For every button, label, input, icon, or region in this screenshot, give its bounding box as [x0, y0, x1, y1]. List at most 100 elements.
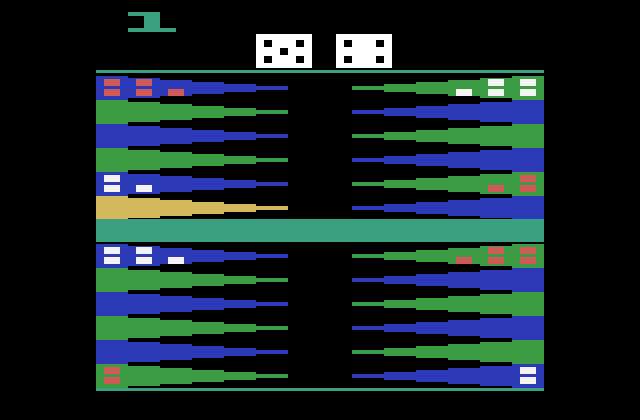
white-checker[interactable]: [104, 257, 120, 264]
point-segment: [256, 254, 288, 258]
point-row-top-6[interactable]: [96, 196, 544, 220]
point-segment: [416, 106, 448, 118]
red-checker[interactable]: [456, 257, 472, 264]
die-pip: [280, 48, 288, 55]
point-segment: [416, 82, 448, 94]
die-pip: [344, 56, 352, 63]
point-row-bottom-4[interactable]: [96, 316, 544, 340]
red-checker[interactable]: [168, 89, 184, 96]
point-segment: [384, 204, 416, 212]
point-segment: [512, 316, 544, 340]
die-pip: [344, 40, 352, 47]
point-row-top-2[interactable]: [96, 100, 544, 124]
white-checker[interactable]: [520, 367, 536, 374]
point-segment: [416, 202, 448, 214]
point-segment: [96, 268, 128, 292]
point-row-bottom-5[interactable]: [96, 340, 544, 364]
red-checker[interactable]: [104, 367, 120, 374]
point-row-top-1[interactable]: [96, 76, 544, 100]
point-segment: [160, 200, 192, 216]
red-checker[interactable]: [520, 247, 536, 254]
point-segment: [448, 320, 480, 336]
point-row-bottom-6[interactable]: [96, 364, 544, 388]
point-segment: [160, 296, 192, 312]
die-pip: [264, 40, 272, 47]
point-segment: [512, 124, 544, 148]
white-checker[interactable]: [104, 175, 120, 182]
point-row-bottom-2[interactable]: [96, 268, 544, 292]
white-checker[interactable]: [488, 89, 504, 96]
point-segment: [480, 318, 512, 338]
white-checker[interactable]: [136, 185, 152, 192]
point-segment: [512, 148, 544, 172]
board-bottom-border: [96, 388, 544, 391]
red-checker[interactable]: [488, 185, 504, 192]
point-row-top-3[interactable]: [96, 124, 544, 148]
white-checker[interactable]: [520, 89, 536, 96]
red-checker[interactable]: [136, 89, 152, 96]
point-segment: [192, 274, 224, 286]
point-segment: [256, 86, 288, 90]
point-segment: [352, 278, 384, 282]
point-segment: [384, 180, 416, 188]
point-segment: [352, 302, 384, 306]
point-segment: [384, 348, 416, 356]
die-pip: [296, 40, 304, 47]
red-checker[interactable]: [488, 257, 504, 264]
white-checker[interactable]: [104, 247, 120, 254]
red-checker[interactable]: [104, 377, 120, 384]
die-pip: [264, 56, 272, 63]
point-segment: [96, 124, 128, 148]
red-checker[interactable]: [104, 89, 120, 96]
point-segment: [96, 100, 128, 124]
board-top-border: [96, 70, 544, 73]
die-right[interactable]: [336, 34, 392, 68]
point-segment: [224, 252, 256, 260]
point-segment: [416, 370, 448, 382]
point-segment: [448, 104, 480, 120]
white-checker[interactable]: [520, 79, 536, 86]
point-segment: [128, 318, 160, 338]
point-segment: [448, 176, 480, 192]
point-segment: [384, 108, 416, 116]
die-left[interactable]: [256, 34, 312, 68]
red-checker[interactable]: [488, 247, 504, 254]
point-segment: [128, 270, 160, 290]
white-checker[interactable]: [488, 79, 504, 86]
point-segment: [96, 292, 128, 316]
white-checker[interactable]: [136, 247, 152, 254]
point-segment: [128, 102, 160, 122]
point-segment: [416, 178, 448, 190]
point-segment: [160, 104, 192, 120]
point-row-top-4[interactable]: [96, 148, 544, 172]
point-segment: [512, 292, 544, 316]
white-checker[interactable]: [456, 89, 472, 96]
white-checker[interactable]: [104, 185, 120, 192]
point-segment: [352, 350, 384, 354]
point-segment: [448, 368, 480, 384]
point-row-bottom-3[interactable]: [96, 292, 544, 316]
red-checker[interactable]: [136, 79, 152, 86]
point-segment: [256, 374, 288, 378]
white-checker[interactable]: [520, 377, 536, 384]
white-checker[interactable]: [136, 257, 152, 264]
point-segment: [192, 154, 224, 166]
red-checker[interactable]: [520, 185, 536, 192]
point-row-bottom-1[interactable]: [96, 244, 544, 268]
point-row-top-5[interactable]: [96, 172, 544, 196]
point-segment: [480, 270, 512, 290]
point-segment: [160, 128, 192, 144]
red-checker[interactable]: [104, 79, 120, 86]
point-segment: [256, 182, 288, 186]
point-segment: [128, 150, 160, 170]
red-checker[interactable]: [520, 257, 536, 264]
point-segment: [160, 272, 192, 288]
point-segment: [416, 274, 448, 286]
red-checker[interactable]: [520, 175, 536, 182]
point-segment: [352, 206, 384, 210]
white-checker[interactable]: [168, 257, 184, 264]
point-segment: [384, 300, 416, 308]
point-segment: [256, 350, 288, 354]
point-segment: [352, 134, 384, 138]
point-segment: [384, 84, 416, 92]
